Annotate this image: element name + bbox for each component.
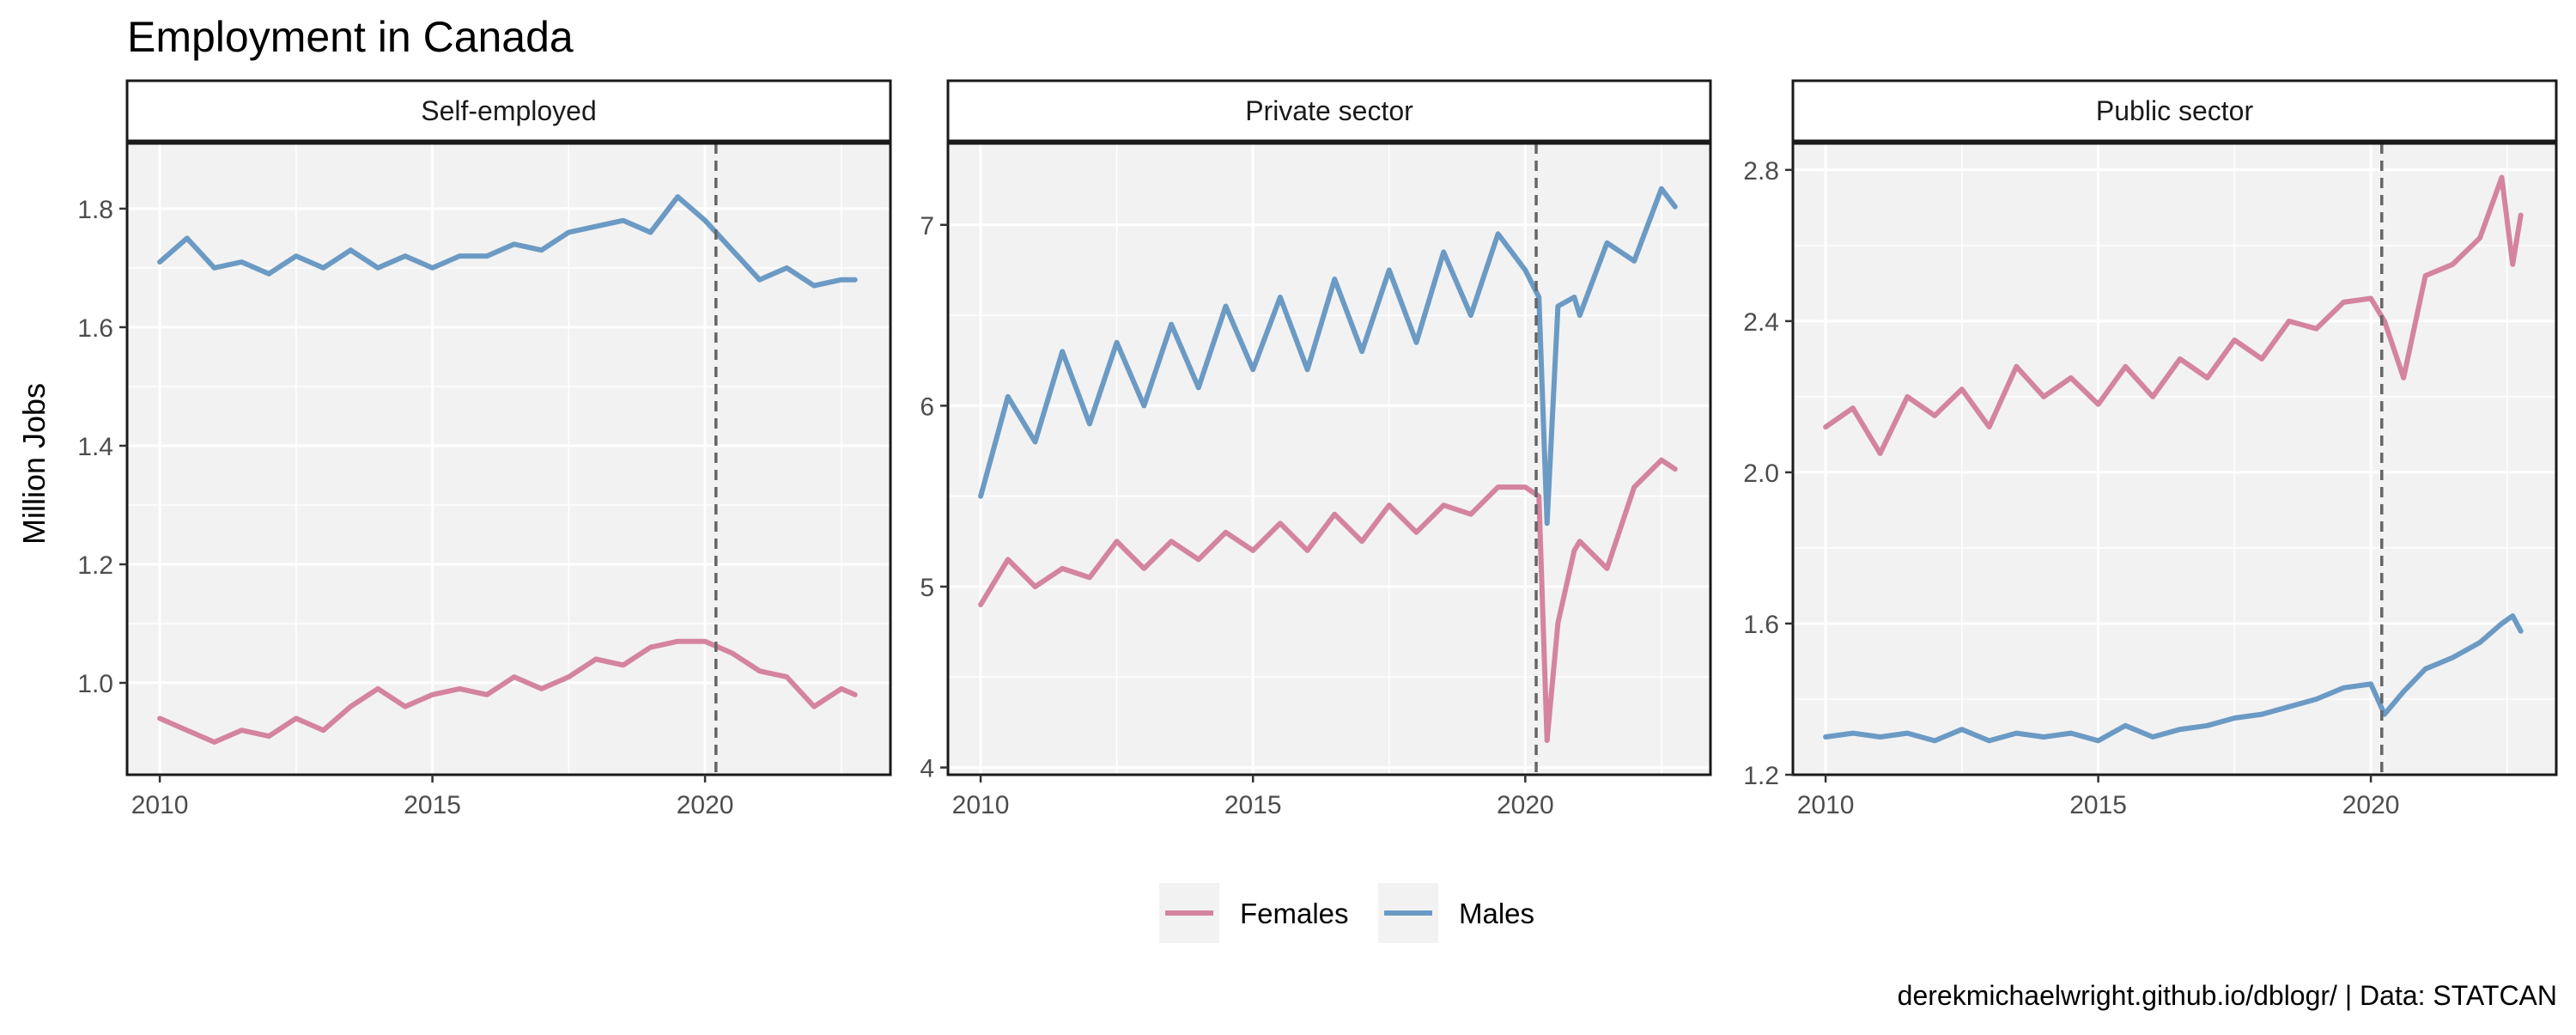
- series-line-males: [157, 194, 858, 289]
- y-tick-label: 1.8: [77, 196, 113, 224]
- y-tick-label: 1.2: [77, 551, 113, 580]
- facet-strip: [125, 79, 892, 143]
- y-tick-label: 5: [920, 574, 934, 602]
- y-tick-label: 1.2: [1743, 762, 1779, 790]
- x-tick-label: 2015: [404, 791, 461, 819]
- facet-strip-label: Private sector: [1245, 95, 1413, 126]
- x-tick-label: 2010: [1797, 791, 1855, 819]
- legend-label-males: Males: [1459, 898, 1534, 929]
- plot-background: [948, 143, 1710, 775]
- y-tick-label: 2.0: [1743, 460, 1779, 488]
- y-tick-label: 1.4: [77, 433, 113, 461]
- legend-label-females: Females: [1240, 898, 1349, 929]
- facet-strip-label: Self-employed: [421, 95, 597, 126]
- x-tick-label: 2020: [2342, 791, 2400, 819]
- x-tick-label: 2020: [1497, 791, 1554, 819]
- legend: Females Males: [1159, 883, 1534, 943]
- chart-title: Employment in Canada: [127, 13, 574, 61]
- y-tick-label: 4: [920, 755, 934, 783]
- plot-background: [1793, 143, 2556, 775]
- caption: derekmichaelwright.github.io/dblogr/ | D…: [1898, 980, 2557, 1011]
- x-tick-label: 2010: [131, 791, 189, 819]
- x-tick-label: 2015: [2069, 791, 2127, 819]
- facet-strip-label: Public sector: [2096, 95, 2254, 126]
- series-line-males: [1823, 613, 2524, 744]
- y-tick-label: 1.0: [77, 670, 113, 698]
- y-tick-label: 2.8: [1743, 157, 1779, 186]
- series-line-females: [978, 457, 1678, 743]
- series-line-males: [978, 186, 1678, 527]
- x-tick-label: 2020: [677, 791, 734, 819]
- y-tick-label: 6: [920, 393, 934, 421]
- y-tick-label: 1.6: [77, 314, 113, 343]
- facet-strip: [946, 79, 1712, 143]
- panel-private-sector: Private sector 4 5 6 7 2010 2015 2020: [920, 79, 1712, 819]
- y-tick-label: 2.4: [1743, 308, 1779, 337]
- y-tick-label: 7: [920, 212, 934, 240]
- panel-border: [946, 142, 1712, 776]
- panel-border: [125, 142, 892, 776]
- x-tick-label: 2010: [952, 791, 1010, 819]
- panel-border: [1791, 142, 2558, 776]
- series-line-females: [1823, 174, 2524, 456]
- y-axis-label: Million Jobs: [16, 383, 52, 545]
- facet-strip: [1791, 79, 2558, 143]
- series-line-females: [157, 638, 858, 745]
- x-tick-label: 2015: [1224, 791, 1282, 819]
- panel-self-employed: Self-employed 1.0 1.2 1.4 1.6 1.8 2010 2015 2020: [77, 79, 892, 819]
- y-tick-label: 1.6: [1743, 611, 1779, 639]
- panel-public-sector: Public sector 1.2 1.6 2.0 2.4 2.8 2010 2015 2020: [1743, 79, 2558, 819]
